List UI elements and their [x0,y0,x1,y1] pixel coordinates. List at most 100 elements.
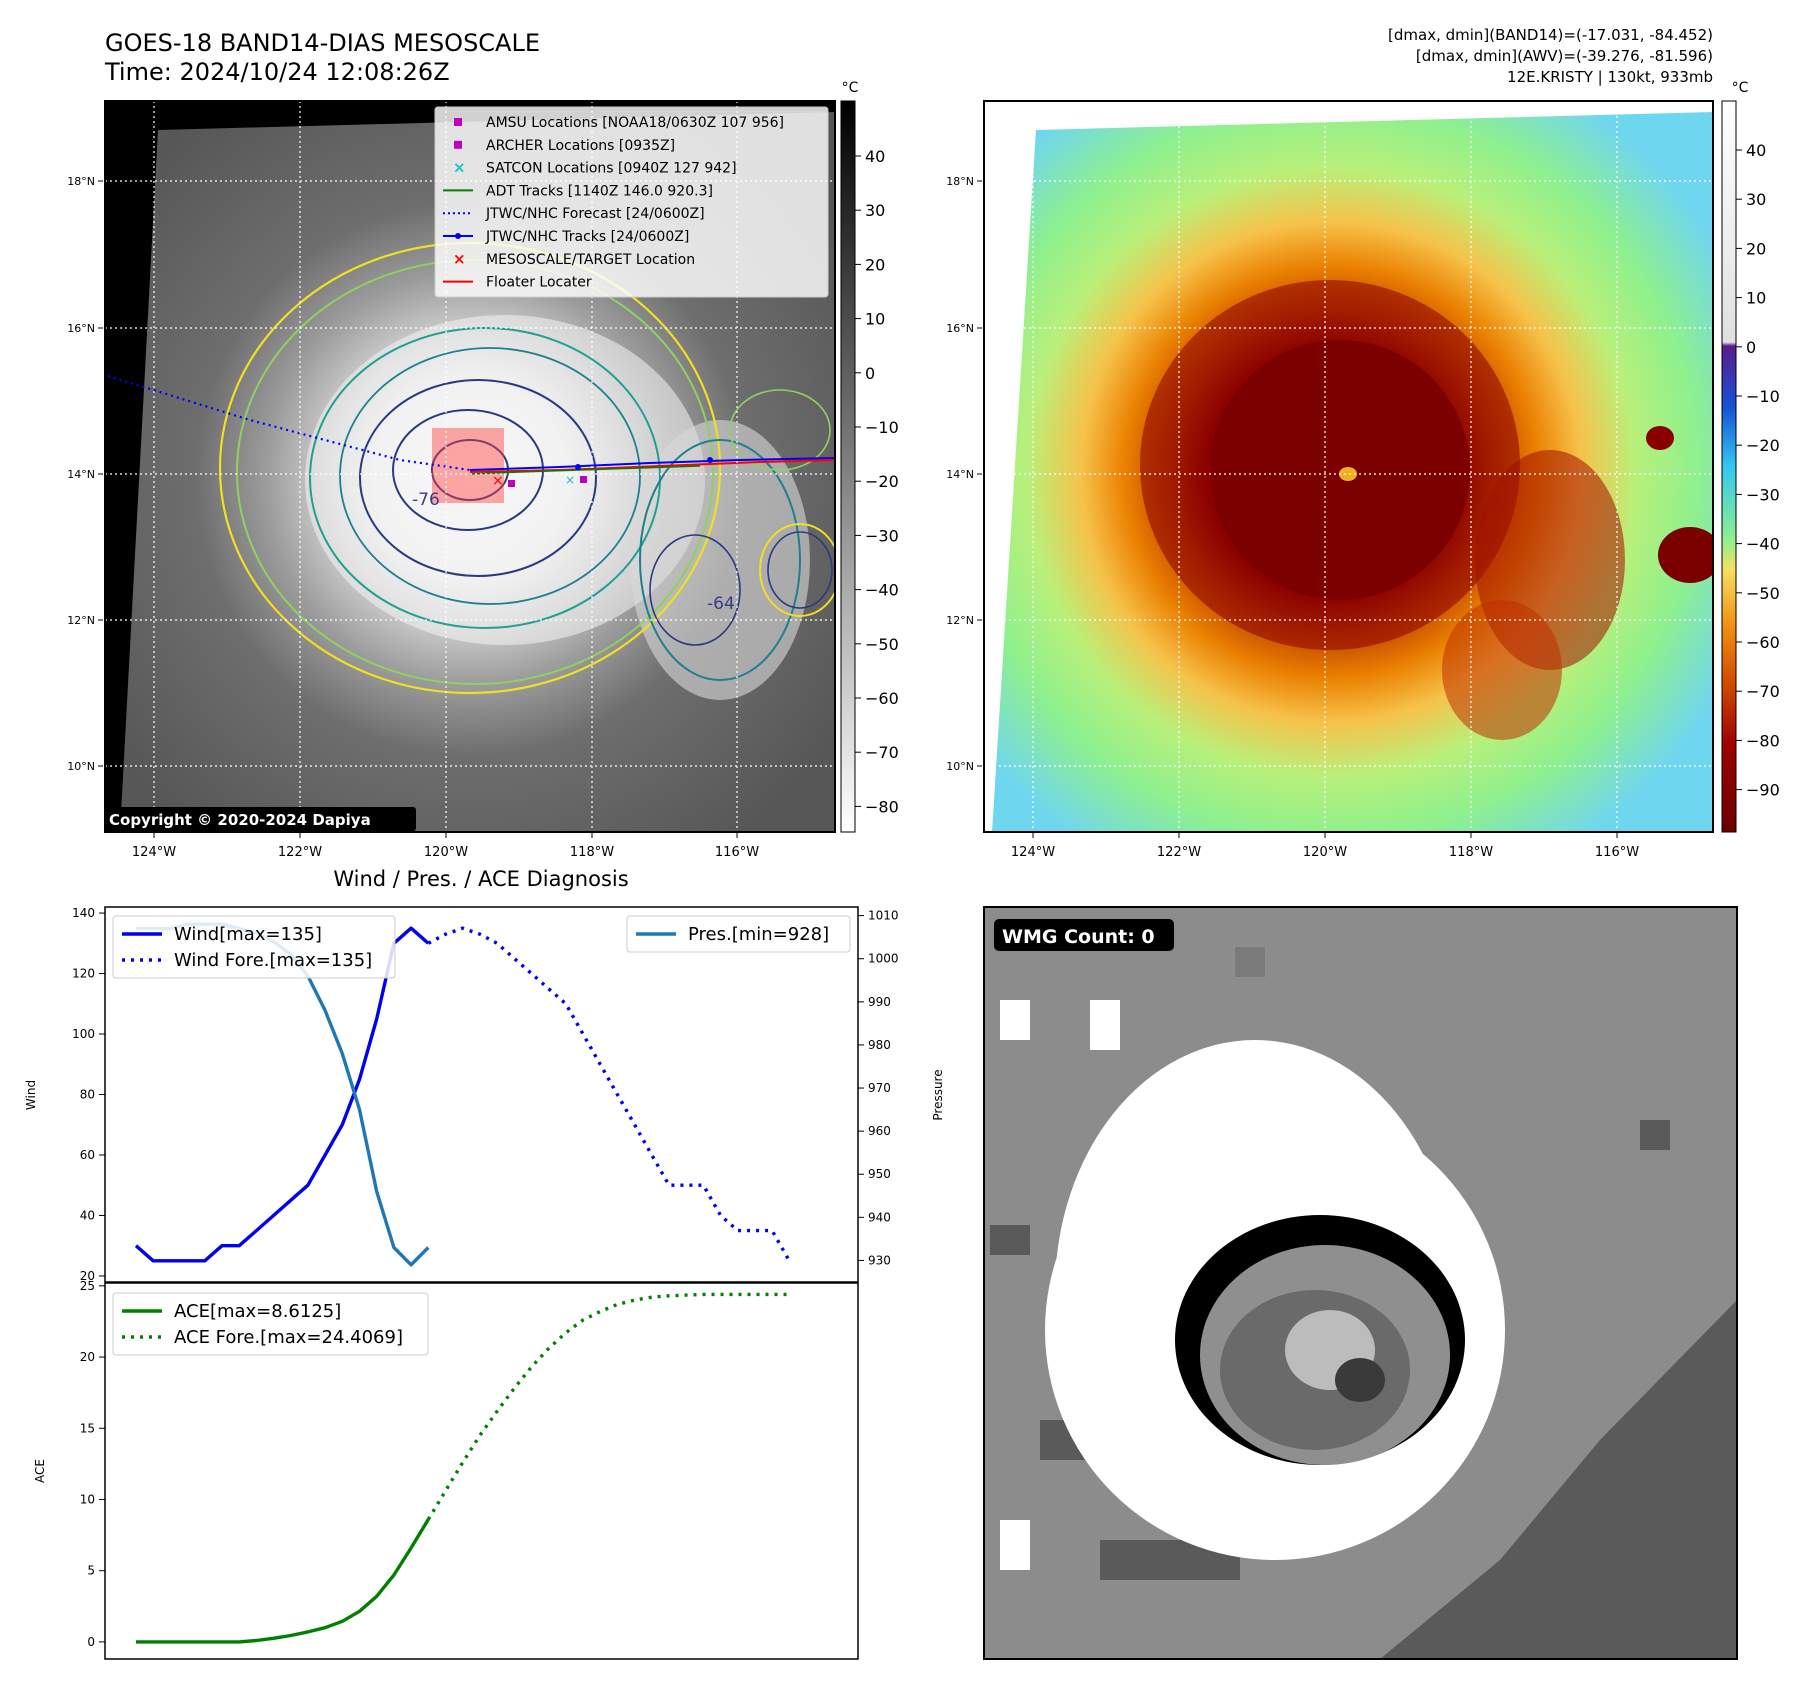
figure-time: Time: 2024/10/24 12:08:26Z [104,58,450,86]
ace-ytick-label: 10 [80,1492,95,1506]
wind-ytick-label: 140 [72,906,95,920]
pressure-ytick-label: 980 [868,1038,891,1052]
ace-legend-box [112,1292,429,1356]
lon-label: 116°W [1595,845,1639,860]
color-map-frame [983,100,1714,833]
wind-ytick-label: 100 [72,1027,95,1041]
ir-colorbar-tick-label: 10 [865,310,885,329]
ace-ytick-label: 25 [80,1279,95,1293]
legend-label: SATCON Locations [0940Z 127 942] [486,161,737,177]
copyright-text: Copyright © 2020-2024 Dapiya [109,811,371,829]
ir-colorbar-tick-label: −70 [865,743,899,762]
legend-box [434,106,829,298]
series-line-0 [136,1518,430,1644]
legend-label: ADT Tracks [1140Z 146.0 920.3] [486,183,713,199]
info-band14: [dmax, dmin](BAND14)=(-17.031, -84.452) [1388,26,1713,44]
wmg-frame [983,906,1738,1660]
ace-legend-label: ACE[max=8.6125] [174,1301,341,1322]
wind-ytick-label: 80 [80,1088,95,1102]
eye-marker [1339,467,1357,481]
lat-label: 14°N [946,468,974,481]
ace-ytick-label: 20 [80,1350,95,1364]
color-colorbar-unit: °C [1732,80,1749,96]
color-colorbar-tick-label: −70 [1746,682,1780,701]
pressure-ytick-label: 970 [868,1081,891,1095]
ace-chart: 0 5 10 15 20 25 ACE ACE[max=8.6125] ACE Fore.[… [33,1279,859,1660]
color-colorbar: °C 40 30 20 10 0 −10 −20 −30 −40 −50 −60 −70 −80 −90 [1721,80,1780,833]
lon-label: 120°W [1303,845,1347,860]
lon-label: 118°W [1449,845,1493,860]
lon-label: 122°W [278,845,322,860]
lat-label: 12°N [67,614,95,627]
color-map-panel: 18°N 16°N 14°N 12°N 10°N 124°W 122°W 120°W 118°… [946,100,1714,860]
ir-colorbar-tick-label: 20 [865,255,885,274]
ir-map-legend: AMSU Locations [NOAA18/0630Z 107 956] ARC… [434,106,829,298]
series-line-0 [134,926,430,1263]
lat-label: 18°N [946,175,974,188]
color-colorbar-tick-label: −60 [1746,633,1780,652]
wind-ytick-label: 20 [80,1269,95,1283]
wind-legend-box [112,915,396,979]
ace-ytick-label: 5 [87,1564,95,1578]
legend-marker: × [453,159,466,177]
color-colorbar-tick-label: −30 [1746,485,1780,504]
wind-axis-label: Wind [24,1080,38,1110]
contour-label-64: -64 [707,594,735,614]
lon-label: 124°W [1011,845,1055,860]
ir-colorbar-tick-label: −80 [865,797,899,816]
wmg-panel: WMG Count: 0 [983,906,1738,1660]
pressure-legend-label: Pres.[min=928] [688,924,829,945]
color-colorbar-tick-label: −10 [1746,387,1780,406]
svg-text:×: × [492,473,504,489]
copyright-box [105,807,416,831]
wmg-badge-box [994,919,1174,951]
lat-label: 10°N [946,760,974,773]
wind-ytick-label: 120 [72,967,95,981]
wind-legend-label: Wind Fore.[max=135] [174,950,372,971]
legend-label: ARCHER Locations [0935Z] [486,138,675,154]
wind-legend-label: Wind[max=135] [174,924,322,945]
color-colorbar-tick-label: 40 [1746,141,1766,160]
color-colorbar-tick-label: 0 [1746,338,1756,357]
legend-label: Floater Locater [486,275,592,291]
legend-label: JTWC/NHC Forecast [24/0600Z] [485,206,705,222]
ace-axis-label: ACE [33,1459,47,1483]
wind-ytick-label: 40 [80,1208,95,1222]
color-colorbar-tick-label: −20 [1746,436,1780,455]
legend-label: JTWC/NHC Tracks [24/0600Z] [485,229,689,245]
lat-label: 14°N [67,468,95,481]
pressure-ytick-label: 940 [868,1210,891,1224]
ir-colorbar-tick-label: −30 [865,526,899,545]
info-awv: [dmax, dmin](AWV)=(-39.276, -81.596) [1416,47,1713,65]
legend-marker [454,140,462,149]
lon-label: 124°W [132,845,176,860]
color-map-image [984,101,1713,832]
contour-label-76: -76 [412,490,440,510]
lon-label: 118°W [570,845,614,860]
pressure-ytick-label: 1000 [868,952,899,966]
wind-ytick-label: 60 [80,1148,95,1162]
pressure-axis-label: Pressure [931,1069,945,1120]
ace-ytick-label: 0 [87,1635,95,1649]
ir-colorbar-tick-label: 30 [865,201,885,220]
legend-marker [454,118,462,126]
figure-title: GOES-18 BAND14-DIAS MESOSCALE [105,29,540,57]
pressure-ytick-label: 930 [868,1253,891,1267]
lon-label: 122°W [1157,845,1201,860]
diagnosis-title: Wind / Pres. / ACE Diagnosis [333,867,628,891]
color-colorbar-tick-label: −80 [1746,731,1780,750]
ir-colorbar-unit: °C [842,80,859,96]
ace-plot-frame [104,1282,859,1660]
ir-colorbar-tick-label: −50 [865,635,899,654]
pressure-ytick-label: 950 [868,1167,891,1181]
wind-pressure-chart: 20 40 60 80 100 120 140 930 940 950 960 970 980 990 1… [24,906,945,1283]
series-line-1 [427,926,791,1262]
pressure-legend-box [626,915,851,953]
legend-label: MESOSCALE/TARGET Location [486,252,695,268]
pressure-ytick-label: 960 [868,1124,891,1138]
ace-legend-label: ACE Fore.[max=24.4069] [174,1327,403,1348]
ace-ytick-label: 15 [80,1421,95,1435]
lat-label: 16°N [946,322,974,335]
info-storm: 12E.KRISTY | 130kt, 933mb [1507,68,1713,86]
lat-label: 18°N [67,175,95,188]
